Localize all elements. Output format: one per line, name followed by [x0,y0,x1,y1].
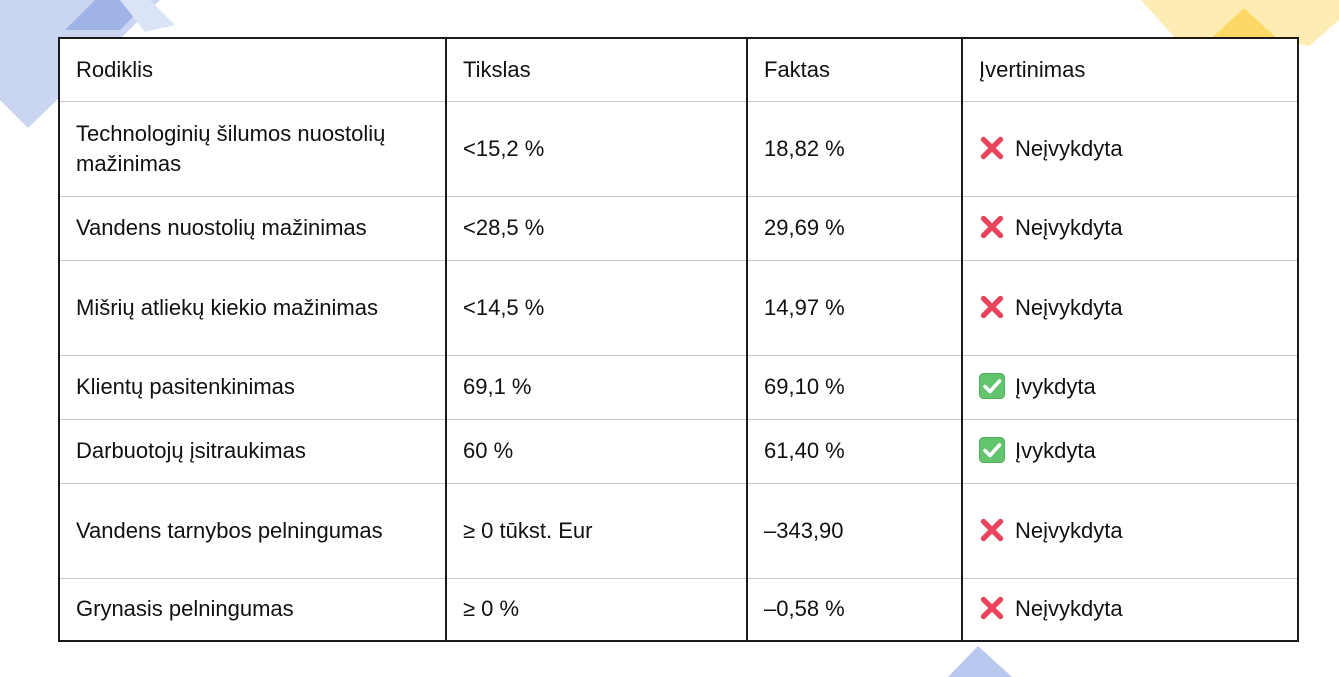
check-mark-button-icon [979,437,1005,463]
table-header-row: Rodiklis Tikslas Faktas Įvertinimas [59,38,1298,101]
evaluation-cell: Neįvykdyta [961,577,1298,641]
indicator-cell: Grynasis pelningumas [59,577,446,641]
evaluation-cell: Neįvykdyta [961,482,1298,578]
indicator-cell: Klientų pasitenkinimas [59,354,446,419]
indicator-cell: Vandens nuostolių mažinimas [59,195,446,260]
evaluation-cell: Įvykdyta [961,418,1298,483]
evaluation-label: Neįvykdyta [1015,135,1123,161]
evaluation-cell: Neįvykdyta [961,195,1298,260]
kpi-results-table: Rodiklis Tikslas Faktas Įvertinimas Tech… [58,37,1299,642]
evaluation-cell: Neįvykdyta [961,259,1298,355]
header-evaluation: Įvertinimas [961,38,1298,101]
actual-cell: 61,40 % [746,418,962,483]
table-row: Grynasis pelningumas ≥ 0 % –0,58 % Neįvykdy… [59,577,1298,641]
indicator-cell: Darbuotojų įsitraukimas [59,418,446,483]
actual-cell: 14,97 % [746,259,962,355]
cross-mark-icon [979,517,1005,543]
actual-cell: 18,82 % [746,100,962,196]
evaluation-label: Įvykdyta [1015,374,1096,399]
evaluation-label: Neįvykdyta [1015,294,1123,320]
target-cell: ≥ 0 tūkst. Eur [445,482,747,578]
cross-mark-icon [979,595,1005,621]
evaluation-label: Neįvykdyta [1015,215,1123,240]
target-cell: 69,1 % [445,354,747,419]
actual-cell: –343,90 [746,482,962,578]
actual-cell: –0,58 % [746,577,962,641]
header-indicator: Rodiklis [76,56,154,82]
indicator-cell: Technologinių šilumos nuostolių mažinima… [59,100,446,196]
evaluation-label: Neįvykdyta [1015,517,1123,543]
evaluation-cell: Neįvykdyta [961,100,1298,196]
evaluation-label: Įvykdyta [1015,438,1096,463]
table-body: Technologinių šilumos nuostolių mažinima… [59,100,1298,641]
table-row: Darbuotojų įsitraukimas 60 % 61,40 % Įvykdy… [59,418,1298,483]
evaluation-label: Neįvykdyta [1015,596,1123,622]
header-actual: Faktas [746,38,962,101]
target-cell: <15,2 % [445,100,747,196]
target-cell: <28,5 % [445,195,747,260]
actual-cell: 29,69 % [746,195,962,260]
actual-cell: 69,10 % [746,354,962,419]
indicator-cell: Mišrių atliekų kiekio mažinimas [59,259,446,355]
table-row: Klientų pasitenkinimas 69,1 % 69,10 % Įvykd… [59,354,1298,419]
cross-mark-icon [979,294,1005,320]
table-row: Vandens nuostolių mažinimas <28,5 % 29,69 … [59,195,1298,260]
cross-mark-icon [979,214,1005,240]
target-cell: ≥ 0 % [445,577,747,641]
decorative-triangle-bottom [948,646,1012,677]
indicator-cell: Vandens tarnybos pelningumas [59,482,446,578]
table-row: Technologinių šilumos nuostolių mažinima… [59,100,1298,196]
header-target: Tikslas [445,38,747,101]
check-mark-button-icon [979,373,1005,399]
target-cell: 60 % [445,418,747,483]
cross-mark-icon [979,135,1005,161]
table-row: Vandens tarnybos pelningumas ≥ 0 tūkst. E… [59,482,1298,578]
evaluation-cell: Įvykdyta [961,354,1298,419]
table-row: Mišrių atliekų kiekio mažinimas <14,5 % 14… [59,259,1298,355]
target-cell: <14,5 % [445,259,747,355]
